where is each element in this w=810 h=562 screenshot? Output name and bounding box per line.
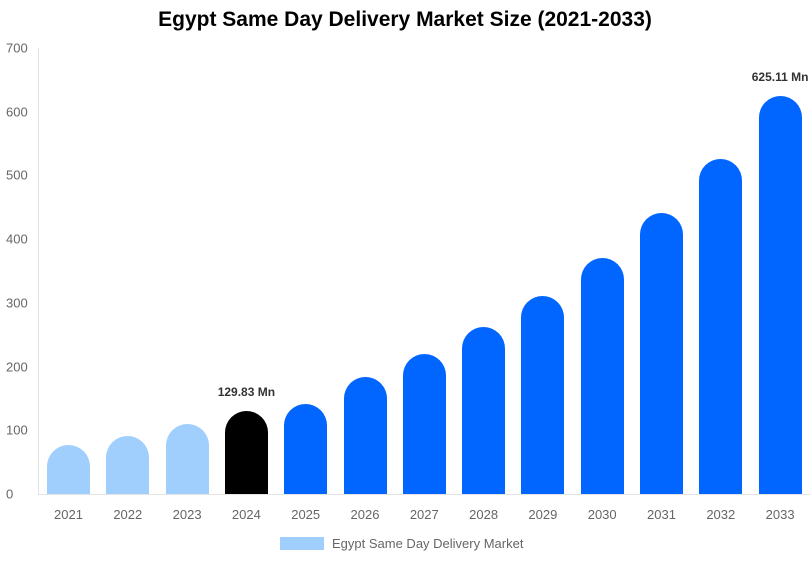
bar-2021[interactable] [47, 444, 90, 494]
bar-2022[interactable] [106, 436, 150, 494]
x-tick-label: 2021 [54, 507, 83, 522]
y-tick-label: 100 [6, 422, 28, 438]
bar-2029[interactable] [521, 295, 565, 494]
x-tick-label: 2025 [291, 507, 321, 522]
bar-2032[interactable] [699, 158, 743, 494]
y-tick-label: 600 [6, 104, 28, 120]
bar-2030[interactable] [580, 258, 624, 494]
y-tick-label: 200 [6, 359, 28, 375]
x-tick-label: 2026 [350, 507, 380, 522]
y-axis-line [38, 48, 39, 495]
x-tick-label: 2032 [706, 507, 736, 522]
x-tick-label: 2030 [587, 507, 617, 522]
data-label-2024: 129.83 Mn [217, 385, 276, 400]
x-tick-label: 2028 [469, 507, 499, 522]
x-tick-label: 2033 [765, 507, 795, 522]
bar-2026[interactable] [343, 376, 387, 494]
bar-2027[interactable] [402, 353, 446, 494]
x-tick-label: 2029 [528, 507, 558, 522]
x-tick-label: 2031 [647, 507, 676, 522]
y-tick-label: 500 [6, 167, 28, 183]
x-axis-line [38, 494, 810, 495]
y-tick-label: 400 [6, 231, 28, 247]
y-tick-label: 700 [6, 40, 28, 56]
x-tick-label: 2024 [231, 507, 261, 522]
bar-2025[interactable] [284, 404, 328, 494]
x-tick-label: 2022 [113, 507, 143, 522]
x-tick-label: 2023 [172, 507, 202, 522]
y-tick-label: 0 [6, 486, 14, 502]
x-tick-label: 2027 [409, 507, 439, 522]
legend-label: Egypt Same Day Delivery Market [332, 536, 524, 551]
y-tick-label: 300 [6, 295, 28, 311]
bar-2028[interactable] [462, 327, 506, 494]
bar-2024[interactable] [224, 411, 268, 494]
chart-title: Egypt Same Day Delivery Market Size (202… [158, 8, 652, 31]
bar-2033[interactable] [758, 95, 802, 494]
legend-swatch [280, 537, 324, 550]
bar-2031[interactable] [640, 213, 683, 494]
data-label-2033: 625.11 Mn [751, 69, 809, 84]
bar-2023[interactable] [165, 423, 209, 494]
legend[interactable]: Egypt Same Day Delivery Market [280, 536, 523, 551]
